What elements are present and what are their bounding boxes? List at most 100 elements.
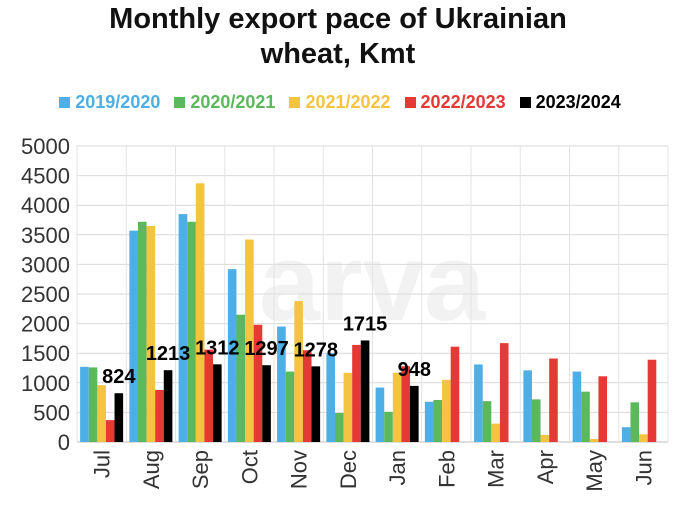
bar [334, 412, 344, 442]
bar [245, 239, 254, 442]
chart-title-line-2: wheat, Kmt [260, 38, 416, 70]
bar [499, 343, 509, 442]
legend-item-2019-2020: 2019/2020 [59, 92, 160, 113]
bar [236, 314, 246, 442]
y-tick-label: 3000 [21, 252, 70, 277]
y-tick-label: 2000 [21, 312, 70, 337]
bar [647, 359, 657, 442]
x-tick-label: Sep [188, 450, 213, 489]
bar [204, 349, 214, 442]
x-tick-label: Aug [139, 450, 164, 489]
bar [442, 379, 451, 442]
legend-item-2023-2024: 2023/2024 [519, 92, 621, 113]
bar [285, 371, 295, 442]
y-tick-label: 4000 [21, 193, 70, 218]
data-label: 948 [398, 359, 431, 381]
bar [392, 372, 402, 442]
bar [598, 376, 608, 442]
bar [630, 402, 640, 442]
legend-item-2022-2023: 2022/2023 [404, 92, 506, 113]
legend-label: 2023/2024 [535, 92, 621, 112]
bar [262, 365, 271, 442]
bar [137, 221, 147, 442]
bar [88, 367, 98, 442]
bar [105, 420, 115, 442]
bar [639, 434, 648, 442]
bar [227, 269, 237, 442]
y-tick-label: 1000 [21, 371, 70, 396]
legend-label: 2022/2023 [420, 92, 506, 112]
legend-swatch [404, 97, 416, 108]
bar [302, 350, 312, 442]
legend-swatch [289, 97, 301, 108]
data-label: 1278 [294, 339, 339, 361]
y-tick-label: 5000 [21, 134, 70, 159]
x-tick-label: Feb [434, 450, 459, 488]
bar [450, 346, 460, 442]
bar [294, 301, 303, 442]
bar [531, 399, 541, 442]
chart-title-line-1: Monthly export pace of Ukrainian [109, 3, 567, 35]
chart-title: Monthly export pace of Ukrainian wheat, … [0, 2, 676, 72]
legend-item-2021-2022: 2021/2022 [289, 92, 391, 113]
legend-label: 2019/2020 [75, 92, 161, 112]
bar [384, 411, 393, 442]
bar [401, 366, 411, 442]
bar [540, 434, 550, 442]
bar [129, 230, 138, 442]
data-label: 1312 [195, 337, 240, 359]
bar [163, 370, 173, 442]
data-label: 1213 [146, 343, 191, 365]
bar [253, 324, 263, 442]
legend-swatch [174, 97, 186, 108]
bar [433, 399, 443, 442]
bar [621, 427, 631, 442]
bar [114, 393, 124, 442]
bar [572, 371, 582, 442]
y-tick-label: 0 [58, 430, 70, 455]
legend-item-2020-2021: 2020/2021 [174, 92, 275, 113]
x-tick-label: Nov [287, 450, 312, 489]
x-tick-label: Jan [385, 450, 410, 485]
bar [375, 387, 385, 442]
x-tick-label: Jul [90, 450, 115, 478]
x-tick-label: Oct [237, 450, 262, 484]
bar [549, 358, 558, 442]
data-label: 824 [102, 366, 136, 388]
x-tick-label: Mar [484, 450, 509, 488]
bar [523, 370, 532, 442]
bar [195, 183, 205, 442]
y-tick-label: 3500 [21, 223, 70, 248]
bar [326, 353, 335, 442]
legend-swatch [519, 97, 531, 108]
y-tick-label: 500 [33, 400, 70, 425]
legend-label: 2021/2022 [305, 92, 391, 112]
bar [178, 214, 188, 442]
bar [474, 364, 483, 442]
bar [311, 366, 321, 442]
bar [146, 225, 156, 442]
bar [482, 401, 492, 442]
data-label: 1297 [244, 338, 289, 360]
x-tick-label: Apr [533, 450, 558, 484]
bar [277, 326, 286, 442]
bar [410, 385, 419, 442]
chart-legend: 2019/2020 2020/2021 2021/2022 2022/2023 … [20, 92, 660, 113]
legend-swatch [59, 97, 71, 108]
legend-label: 2020/2021 [190, 92, 276, 112]
y-tick-label: 4500 [21, 164, 70, 189]
data-label: 1715 [343, 313, 388, 335]
y-tick-label: 1500 [21, 341, 70, 366]
x-tick-label: Jun [631, 450, 656, 485]
bar [187, 221, 196, 442]
x-tick-label: Dec [336, 450, 361, 489]
bar [213, 364, 222, 442]
bar [581, 391, 590, 442]
bar [97, 385, 106, 442]
bar [155, 389, 164, 442]
bar [352, 344, 361, 442]
y-tick-label: 2500 [21, 282, 70, 307]
bar [360, 340, 370, 442]
x-tick-label: May [582, 450, 607, 492]
